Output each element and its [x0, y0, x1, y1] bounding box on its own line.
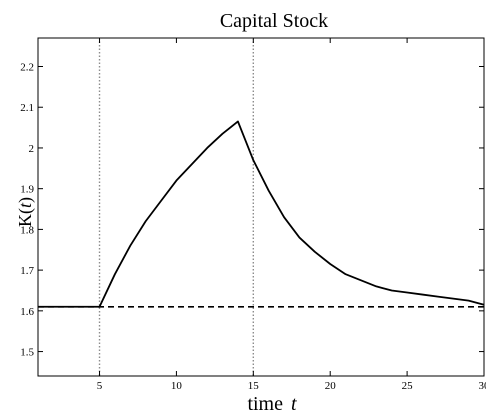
y-tick-label-8: 2.2 [20, 62, 34, 74]
y-tick-label-3: 1.7 [20, 265, 34, 277]
y-tick-label-5: 1.9 [20, 184, 34, 196]
x-axis-label: time t [247, 393, 297, 415]
x-tick-label-6: 30 [479, 380, 486, 392]
x-tick-label-4: 20 [325, 380, 337, 392]
y-axis-label-close: ) [15, 197, 36, 203]
plot-area: 5 10 15 20 25 30 1.5 1.6 1.7 1.8 1.9 2 2.1 2.2 [20, 37, 486, 392]
x-tick-label-1: 5 [97, 380, 103, 392]
y-axis-label: K(t) [15, 197, 36, 227]
y-tick-label-1: 1.5 [20, 347, 34, 359]
plot-frame [37, 37, 485, 377]
y-tick-label-6: 2 [29, 143, 35, 155]
y-axis-label-variable: t [15, 202, 35, 208]
y-tick-label-4: 1.8 [20, 224, 34, 236]
y-axis-label-main: K( [15, 208, 36, 227]
x-tick-label-2: 10 [171, 380, 183, 392]
chart-title: Capital Stock [220, 10, 328, 32]
x-tick-label-3: 15 [248, 380, 260, 392]
x-axis-label-variable: t [291, 393, 297, 415]
capital-stock-series [38, 120, 485, 308]
x-tick-label-5: 25 [402, 380, 414, 392]
x-axis-label-main: time [247, 393, 283, 415]
y-tick-label-7: 2.1 [20, 102, 34, 114]
y-tick-label-2: 1.6 [20, 306, 34, 318]
